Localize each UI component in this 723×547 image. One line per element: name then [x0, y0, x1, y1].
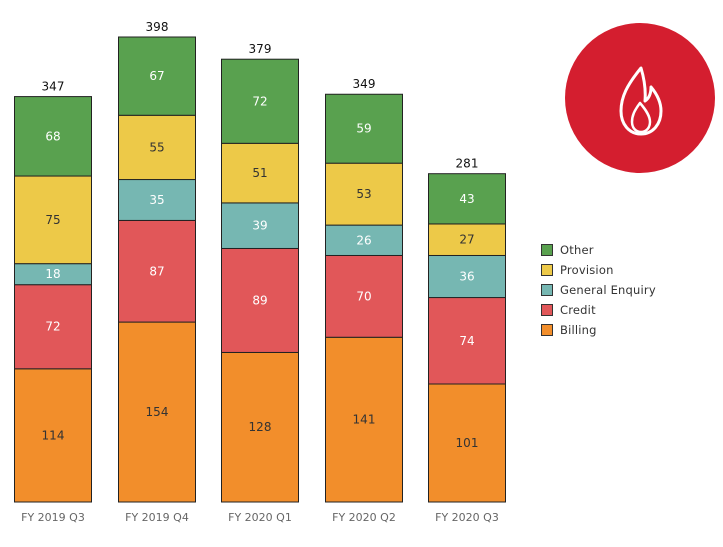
bar-segment: [428, 223, 506, 256]
bar-segment: [221, 142, 299, 204]
legend-label: Other: [560, 243, 594, 257]
bar-segment: [221, 58, 299, 144]
bar-segment: [14, 368, 92, 503]
bar-segment: [221, 202, 299, 249]
bar-segment: [221, 351, 299, 503]
bar-segment: [428, 297, 506, 385]
segment-value-label: 53: [356, 187, 371, 201]
segment-value-label: 68: [45, 129, 60, 143]
segment-value-label: 101: [456, 436, 479, 450]
bar-segment: [221, 247, 299, 353]
segment-value-label: 55: [149, 140, 164, 154]
segment-value-label: 74: [459, 334, 474, 348]
legend-swatch: [541, 324, 553, 336]
segment-value-label: 89: [252, 293, 267, 307]
segment-value-label: 26: [356, 233, 371, 247]
bar-segment: [14, 96, 92, 177]
segment-value-label: 18: [45, 267, 60, 281]
bar-segment: [14, 175, 92, 265]
flame-badge: [565, 23, 715, 173]
bar-total-label: 281: [456, 157, 479, 171]
bar-segment: [118, 321, 196, 503]
segment-value-label: 128: [249, 420, 272, 434]
legend-item: Credit: [541, 300, 656, 320]
legend: Other Provision General Enquiry Credit Billi…: [541, 240, 656, 340]
x-axis-tick-label: FY 2020 Q2: [332, 511, 396, 524]
bar-total-label: 347: [42, 80, 65, 94]
bar-segment: [118, 219, 196, 323]
x-axis-tick-label: FY 2020 Q1: [228, 511, 292, 524]
x-axis-tick-label: FY 2020 Q3: [435, 511, 499, 524]
segment-value-label: 51: [252, 166, 267, 180]
legend-item: General Enquiry: [541, 280, 656, 300]
bar-segment: [118, 114, 196, 181]
segment-value-label: 59: [356, 122, 371, 136]
segment-value-label: 36: [459, 270, 474, 284]
legend-item: Billing: [541, 320, 656, 340]
legend-label: Provision: [560, 263, 614, 277]
bar-segment: [428, 173, 506, 225]
segment-value-label: 154: [146, 405, 169, 419]
bar-segment: [325, 336, 403, 503]
segment-value-label: 75: [45, 213, 60, 227]
segment-value-label: 27: [459, 233, 474, 247]
bar-segment: [118, 36, 196, 116]
legend-item: Provision: [541, 260, 656, 280]
segment-value-label: 141: [353, 413, 376, 427]
flame-icon: [619, 66, 663, 136]
bar-segment: [14, 284, 92, 370]
bar-segment: [428, 383, 506, 503]
x-axis-tick-label: FY 2019 Q3: [21, 511, 85, 524]
segment-value-label: 35: [149, 193, 164, 207]
bar-segment: [325, 93, 403, 164]
legend-label: General Enquiry: [560, 283, 656, 297]
segment-value-label: 87: [149, 264, 164, 278]
legend-label: Billing: [560, 323, 597, 337]
legend-swatch: [541, 304, 553, 316]
segment-value-label: 67: [149, 69, 164, 83]
legend-item: Other: [541, 240, 656, 260]
segment-value-label: 114: [42, 428, 65, 442]
bar-total-label: 349: [353, 77, 376, 91]
segment-value-label: 70: [356, 289, 371, 303]
segment-value-label: 72: [45, 320, 60, 334]
legend-label: Credit: [560, 303, 596, 317]
legend-swatch: [541, 244, 553, 256]
bar-segment: [325, 162, 403, 226]
x-axis-tick-label: FY 2019 Q4: [125, 511, 189, 524]
bar-segment: [118, 179, 196, 221]
segment-value-label: 72: [252, 94, 267, 108]
legend-swatch: [541, 284, 553, 296]
legend-swatch: [541, 264, 553, 276]
bar-total-label: 379: [249, 42, 272, 56]
segment-value-label: 39: [252, 219, 267, 233]
segment-value-label: 43: [459, 192, 474, 206]
bar-total-label: 398: [146, 20, 169, 34]
bar-segment: [325, 254, 403, 338]
